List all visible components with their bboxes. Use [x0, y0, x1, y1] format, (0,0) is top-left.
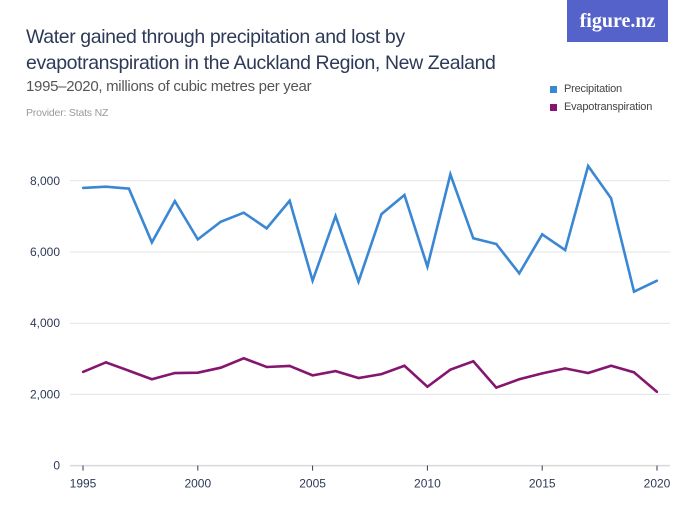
data-point: [173, 199, 177, 203]
y-tick-label: 2,000: [30, 387, 60, 401]
data-point: [219, 220, 222, 223]
data-point: [265, 365, 268, 369]
y-tick-label: 8,000: [30, 174, 60, 188]
data-point: [403, 364, 406, 367]
data-point: [586, 371, 590, 375]
data-point: [632, 371, 636, 374]
legend: Precipitation Evapotranspiration: [550, 80, 652, 116]
data-point: [265, 227, 268, 230]
data-point: [426, 265, 429, 268]
data-point: [196, 371, 199, 374]
x-tick-label: 2010: [414, 477, 441, 491]
legend-item-precipitation: Precipitation: [550, 80, 652, 98]
series-line-evapotranspiration: [82, 356, 658, 393]
figure-nz-logo[interactable]: figure.nz: [567, 0, 668, 42]
data-point: [127, 369, 131, 372]
legend-label: Precipitation: [564, 83, 622, 95]
x-tick-label: 2005: [299, 477, 326, 491]
data-point: [334, 369, 337, 373]
data-point: [518, 378, 521, 381]
data-point: [173, 371, 177, 375]
legend-swatch-evapotranspiration: [550, 103, 557, 111]
data-point: [472, 237, 475, 240]
data-point: [449, 173, 452, 176]
data-point: [449, 368, 452, 371]
data-point: [380, 372, 383, 376]
data-point: [150, 378, 154, 381]
y-tick-label: 0: [53, 459, 60, 473]
data-point: [495, 242, 498, 246]
data-point: [311, 374, 314, 377]
x-tick-label: 2020: [644, 477, 671, 491]
legend-label: Evapotranspiration: [564, 101, 653, 113]
data-point: [288, 199, 291, 202]
data-point: [357, 376, 360, 380]
data-point: [127, 187, 131, 190]
data-point: [81, 186, 85, 190]
data-point: [288, 364, 291, 368]
data-point: [632, 290, 636, 293]
data-point: [150, 241, 154, 244]
data-point: [219, 366, 222, 369]
data-point: [518, 272, 521, 275]
data-point: [104, 185, 108, 188]
chart-title: Water gained through precipitation and l…: [26, 26, 496, 74]
data-point: [541, 233, 544, 236]
provider-label: Provider: Stats NZ: [26, 107, 109, 119]
data-point: [426, 385, 429, 388]
legend-item-evapotranspiration: Evapotranspiration: [550, 98, 652, 116]
data-point: [586, 164, 590, 168]
x-tick-label: 1995: [70, 477, 97, 491]
data-point: [242, 357, 245, 360]
data-point: [472, 360, 475, 363]
data-point: [380, 212, 383, 216]
data-point: [196, 238, 199, 241]
data-point: [403, 193, 406, 197]
x-tick-label: 2015: [529, 477, 556, 491]
y-tick-label: 6,000: [30, 245, 60, 259]
data-point: [104, 361, 108, 364]
series-line-precipitation: [82, 163, 658, 294]
data-point: [242, 211, 245, 214]
data-point: [311, 279, 314, 282]
data-point: [334, 214, 337, 218]
data-point: [609, 197, 613, 200]
y-tick-label: 4,000: [30, 316, 60, 330]
data-point: [563, 367, 567, 370]
data-point: [563, 248, 567, 252]
legend-swatch-precipitation: [550, 85, 557, 93]
data-point: [655, 279, 659, 282]
data-point: [495, 386, 498, 389]
data-point: [541, 372, 544, 375]
data-point: [609, 364, 613, 367]
data-point: [357, 280, 360, 283]
data-point: [655, 390, 659, 394]
x-tick-label: 2000: [184, 477, 211, 491]
data-point: [81, 370, 85, 374]
chart-subtitle: 1995–2020, millions of cubic metres per …: [26, 78, 312, 95]
